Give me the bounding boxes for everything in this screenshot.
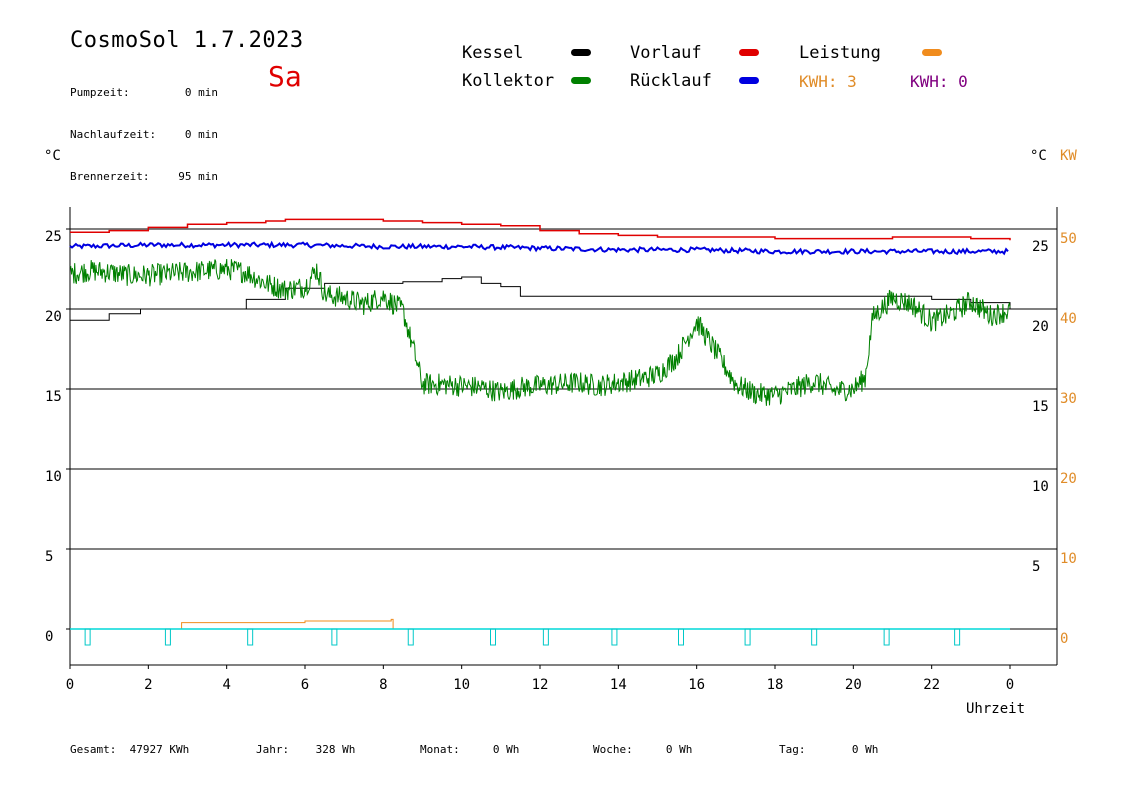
kwh-burner-value: 0 [958, 72, 968, 91]
info-value-pumpzeit: 0 min [184, 86, 218, 99]
x-tick-label: 20 [845, 677, 862, 693]
pump-marker [331, 628, 338, 646]
pump-marker [678, 628, 684, 646]
footer-tag-label: Tag: [779, 743, 806, 756]
footer-monat-value: 0 Wh [492, 743, 520, 756]
series-leistung-line [70, 618, 1010, 630]
x-tick-label: 2 [144, 677, 152, 693]
x-tick-label: 18 [767, 677, 784, 693]
pump-marker [954, 628, 961, 646]
y-left-tick-label: 0 [45, 629, 53, 645]
x-tick-label: 12 [532, 677, 549, 693]
y-left-tick-label: 5 [45, 549, 53, 565]
y-left-tick-label: 20 [45, 309, 62, 325]
x-tick-label: 8 [379, 677, 387, 693]
x-tick-label: 14 [610, 677, 627, 693]
pump-marker [744, 628, 751, 646]
y-right-kw-tick-label: 40 [1060, 311, 1077, 327]
pump-marker [490, 628, 496, 646]
footer-woche-value: 0 Wh [665, 743, 693, 756]
x-axis-title: Uhrzeit [966, 701, 1026, 717]
pump-marker [407, 628, 414, 646]
legend-label-vorlauf: Vorlauf [630, 43, 702, 63]
legend-swatch-ruecklauf [739, 77, 759, 84]
y-right-kw-tick-label: 50 [1060, 231, 1077, 247]
footer-jahr-value: 328 Wh [315, 743, 356, 756]
info-label-pumpzeit: Pumpzeit: [70, 86, 130, 99]
info-label-brennerzeit: Brennerzeit: [70, 170, 150, 183]
footer-jahr: Jahr: 328 Wh [256, 743, 355, 756]
weekday-label: Sa [268, 60, 302, 93]
x-tick-label: 0 [66, 677, 74, 693]
legend-swatch-kollektor [571, 77, 591, 84]
series-kollektor-line [69, 258, 1011, 406]
pump-marker [247, 628, 254, 646]
footer-woche-label: Woche: [593, 743, 633, 756]
y-left-tick-label: 25 [45, 229, 62, 245]
footer-jahr-label: Jahr: [256, 743, 290, 756]
pump-marker [84, 628, 91, 646]
pump-marker [164, 628, 171, 646]
kwh-burner: KWH: 0 [910, 72, 968, 91]
info-value-nachlaufzeit: 0 min [184, 128, 218, 141]
info-label-nachlaufzeit: Nachlaufzeit: [70, 128, 157, 141]
info-values: 0 min 0 min 95 min [150, 58, 218, 198]
y-axis-unit-left: °C [44, 148, 61, 164]
x-tick-label: 6 [301, 677, 309, 693]
pump-marker [542, 628, 549, 646]
y-right-temp-tick-label: 5 [1032, 559, 1040, 575]
y-left-tick-label: 15 [45, 389, 62, 405]
y-right-temp-tick-label: 20 [1032, 319, 1049, 335]
y-right-kw-tick-label: 10 [1060, 551, 1077, 567]
y-axis-unit-right-temp: °C [1030, 148, 1047, 164]
kwh-burner-label: KWH: [910, 72, 949, 91]
footer-monat: Monat: 0 Wh [420, 743, 519, 756]
kwh-solar-value: 3 [847, 72, 857, 91]
footer-gesamt-label: Gesamt: [70, 743, 117, 756]
y-right-temp-tick-label: 10 [1032, 479, 1049, 495]
x-tick-label: 0 [1006, 677, 1014, 693]
x-tick-label: 22 [923, 677, 940, 693]
series-rcklauf-line [69, 240, 1009, 256]
info-labels: Pumpzeit: Nachlaufzeit: Brennerzeit: [70, 58, 156, 198]
footer-tag: Tag: 0 Wh [779, 743, 878, 756]
y-right-kw-tick-label: 0 [1060, 631, 1068, 647]
legend-label-kollektor: Kollektor [462, 71, 555, 91]
y-right-kw-tick-label: 30 [1060, 391, 1077, 407]
footer-monat-label: Monat: [420, 743, 460, 756]
x-tick-label: 4 [222, 677, 230, 693]
legend-label-kessel: Kessel [462, 43, 524, 63]
series-vorlauf-line [70, 218, 1011, 241]
x-tick-label: 16 [688, 677, 705, 693]
series-kessel-line [70, 276, 1011, 321]
legend-swatch-kessel [571, 49, 591, 56]
kwh-solar: KWH: 3 [799, 72, 857, 91]
kwh-solar-label: KWH: [799, 72, 838, 91]
legend-swatch-leistung [922, 49, 942, 56]
info-value-brennerzeit: 95 min [178, 170, 218, 183]
y-right-kw-tick-label: 20 [1060, 471, 1077, 487]
footer-gesamt-value: 47927 KWh [129, 743, 190, 756]
legend-swatch-vorlauf [739, 49, 759, 56]
legend-label-ruecklauf: Rücklauf [630, 71, 712, 91]
pump-marker [811, 628, 818, 646]
page-title: CosmoSol 1.7.2023 [70, 28, 304, 53]
pump-marker [611, 628, 618, 646]
y-axis-unit-right-kw: KW [1060, 148, 1077, 164]
x-tick-label: 10 [453, 677, 470, 693]
footer-gesamt: Gesamt: 47927 KWh [70, 743, 189, 756]
footer-woche: Woche: 0 Wh [593, 743, 692, 756]
footer-tag-value: 0 Wh [851, 743, 879, 756]
y-right-temp-tick-label: 25 [1032, 239, 1049, 255]
y-right-temp-tick-label: 15 [1032, 399, 1049, 415]
y-left-tick-label: 10 [45, 469, 62, 485]
pump-marker [883, 628, 890, 646]
legend-label-leistung: Leistung [799, 43, 881, 63]
